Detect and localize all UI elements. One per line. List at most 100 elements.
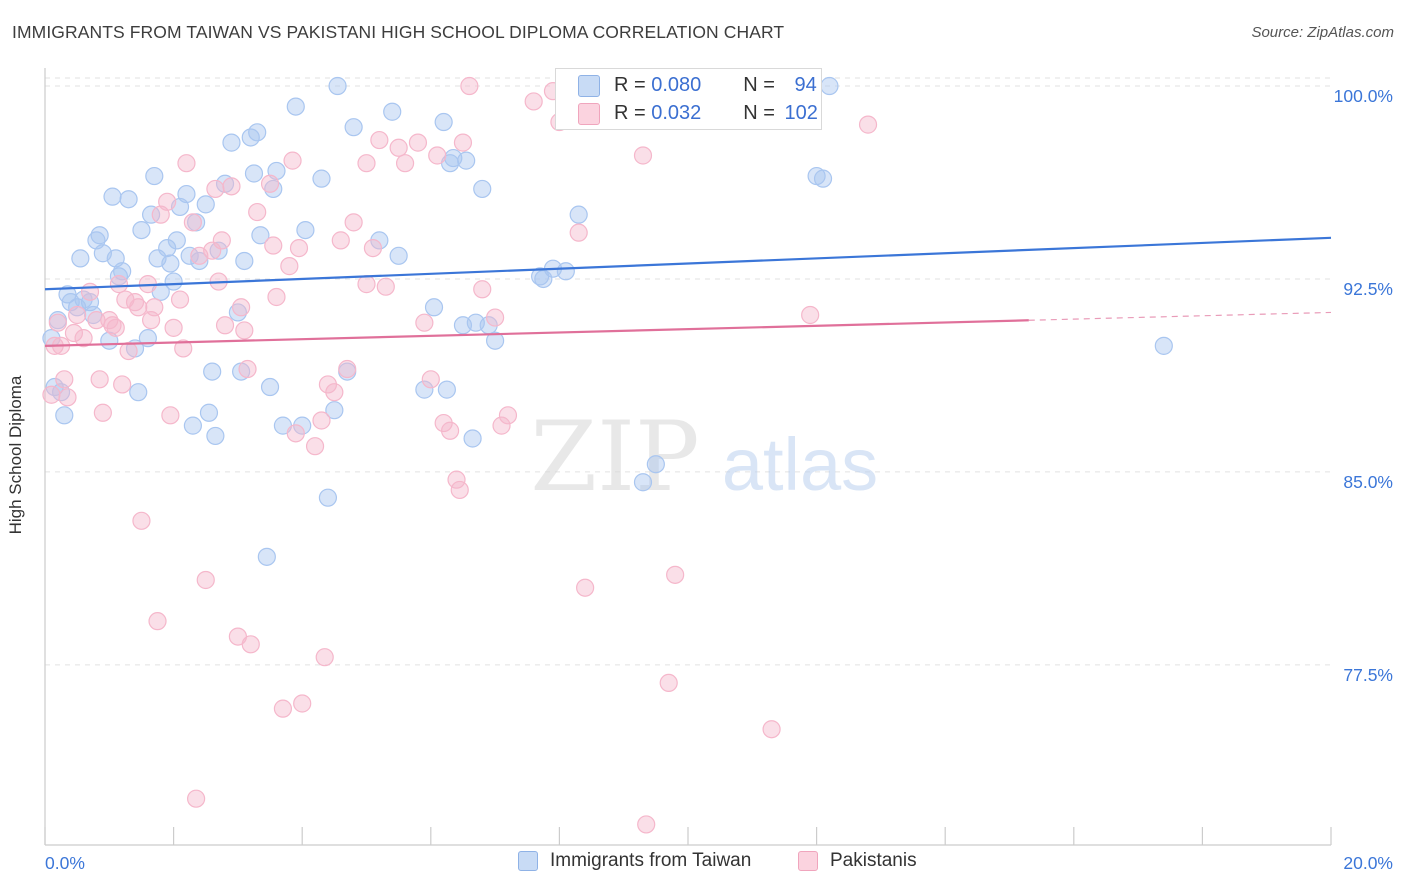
- point-pakistani: [312, 411, 331, 430]
- point-taiwan: [328, 76, 347, 96]
- point-taiwan: [222, 133, 241, 152]
- point-pakistani: [125, 293, 145, 312]
- point-pakistani: [241, 635, 260, 654]
- point-taiwan: [251, 226, 270, 245]
- point-taiwan: [141, 205, 161, 224]
- y-tick-label: 77.5%: [1343, 665, 1393, 685]
- point-pakistani: [637, 815, 656, 834]
- chart-source: Source: ZipAtlas.com: [1251, 24, 1394, 41]
- point-taiwan: [486, 331, 505, 350]
- legend-label-taiwan: Immigrants from Taiwan: [550, 850, 752, 871]
- point-pakistani: [232, 298, 251, 317]
- stats-swatch-pakistani: [578, 102, 600, 125]
- point-pakistani: [293, 694, 312, 713]
- point-pakistani: [64, 323, 84, 343]
- point-pakistani: [428, 146, 447, 165]
- point-pakistani: [55, 370, 74, 389]
- point-taiwan: [463, 429, 482, 448]
- axes: [44, 68, 1332, 846]
- point-pakistani: [212, 231, 231, 250]
- point-taiwan: [325, 401, 344, 420]
- point-taiwan: [473, 179, 492, 199]
- point-pakistani: [106, 318, 125, 337]
- trend-line-pakistani: [44, 319, 1029, 347]
- stats-n-value: 102: [784, 102, 818, 124]
- point-pakistani: [473, 280, 492, 299]
- y-tick-label: 100.0%: [1334, 86, 1393, 106]
- trend-lines: [44, 236, 1332, 347]
- point-pakistani: [801, 305, 820, 325]
- point-taiwan: [190, 251, 209, 271]
- point-pakistani: [389, 138, 408, 157]
- point-pakistani: [492, 416, 511, 435]
- point-pakistani: [196, 570, 215, 590]
- point-taiwan: [71, 249, 90, 268]
- point-pakistani: [325, 383, 344, 402]
- point-pakistani: [164, 318, 183, 337]
- point-pakistani: [363, 238, 383, 258]
- point-pakistani: [305, 437, 325, 456]
- point-pakistani: [498, 406, 518, 425]
- point-pakistani: [666, 565, 685, 584]
- point-taiwan: [203, 362, 222, 381]
- point-taiwan: [415, 380, 434, 399]
- point-taiwan: [196, 195, 215, 214]
- y-axis-label: High School Diploma: [6, 375, 25, 535]
- point-taiwan: [457, 151, 476, 170]
- point-taiwan: [103, 187, 122, 206]
- point-pakistani: [109, 275, 129, 294]
- point-pakistani: [460, 76, 479, 96]
- point-taiwan: [228, 303, 247, 322]
- point-taiwan: [312, 169, 331, 188]
- point-taiwan: [199, 403, 219, 422]
- x-tick-label: 20.0%: [1343, 853, 1393, 873]
- point-taiwan: [318, 488, 338, 507]
- point-taiwan: [437, 380, 456, 399]
- point-pakistani: [187, 789, 206, 808]
- point-taiwan: [244, 164, 264, 183]
- point-taiwan: [383, 102, 402, 121]
- point-pakistani: [280, 257, 299, 276]
- point-pakistani: [87, 311, 106, 330]
- point-taiwan: [183, 416, 202, 435]
- point-taiwan: [296, 220, 315, 240]
- point-taiwan: [90, 226, 109, 245]
- point-pakistani: [158, 192, 177, 211]
- point-taiwan: [235, 251, 254, 271]
- point-pakistani: [338, 359, 357, 379]
- point-pakistani: [80, 282, 100, 301]
- point-pakistani: [119, 341, 138, 361]
- point-taiwan: [569, 205, 588, 224]
- point-pakistani: [235, 321, 254, 340]
- point-pakistani: [103, 316, 122, 335]
- point-pakistani: [170, 290, 190, 309]
- legend-item-pakistani: Pakistanis: [798, 850, 917, 872]
- point-pakistani: [267, 287, 286, 307]
- point-pakistani: [289, 238, 309, 258]
- point-pakistani: [286, 424, 305, 443]
- legend-item-taiwan: Immigrants from Taiwan: [518, 850, 751, 872]
- point-taiwan: [180, 246, 199, 265]
- stats-row-taiwan: R = 0.080 N = 94: [556, 72, 817, 99]
- point-taiwan: [119, 190, 138, 209]
- point-pakistani: [238, 359, 257, 379]
- point-pakistani: [161, 406, 180, 425]
- point-pakistani: [93, 403, 112, 422]
- point-pakistani: [370, 130, 389, 150]
- y-tick-label: 92.5%: [1343, 279, 1393, 299]
- point-taiwan: [813, 169, 833, 188]
- chart-title: IMMIGRANTS FROM TAIWAN VS PAKISTANI HIGH…: [12, 22, 785, 42]
- point-taiwan: [820, 76, 839, 96]
- point-pakistani: [450, 480, 469, 500]
- stats-r-label: R =: [614, 74, 646, 96]
- point-pakistani: [42, 385, 61, 404]
- point-taiwan: [344, 118, 363, 137]
- point-pakistani: [486, 308, 505, 327]
- point-pakistani: [183, 213, 202, 232]
- point-taiwan: [109, 267, 129, 286]
- point-pakistani: [659, 673, 678, 693]
- point-pakistani: [440, 421, 460, 440]
- point-pakistani: [447, 470, 466, 489]
- point-taiwan: [633, 473, 653, 492]
- point-pakistani: [633, 146, 653, 165]
